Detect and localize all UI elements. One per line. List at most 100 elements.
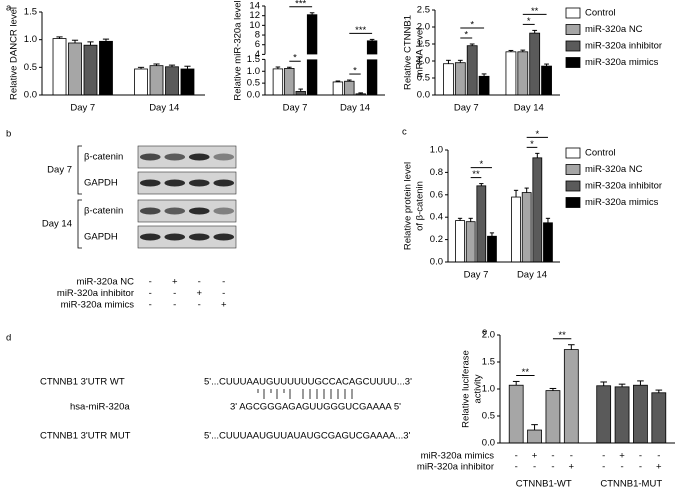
y-tick-label: 1.5: [417, 39, 430, 50]
bar: [596, 385, 612, 444]
significance-label: ***: [295, 0, 306, 9]
significance-label: *: [530, 139, 534, 150]
y-tick-label: 0.5: [24, 62, 37, 73]
bar: [529, 32, 541, 96]
y-tick-label: 0.0: [430, 257, 443, 268]
significance-label: *: [479, 159, 483, 170]
x-tick-label: Day 14: [149, 103, 179, 114]
treatment-sign: -: [602, 451, 605, 462]
y-tick-label: 1.0: [247, 66, 260, 77]
bar: [68, 42, 82, 96]
x-tick-label: Day 7: [283, 103, 308, 114]
significance-label: *: [470, 20, 474, 31]
treatment-sign: -: [639, 451, 642, 462]
bar: [651, 392, 667, 444]
blot-band: [213, 179, 235, 187]
bar: [366, 40, 378, 96]
group-label: CTNNB1-MUT: [600, 479, 662, 490]
y-axis-label: Relative protein level: [403, 162, 414, 250]
treatment-label: miR-320a NC: [76, 277, 134, 288]
blot-band: [213, 207, 235, 215]
treatment-sign: -: [173, 288, 176, 299]
bar: [455, 220, 465, 263]
y-tick-label: 0.5: [417, 73, 430, 84]
panel-letter: a: [6, 3, 12, 14]
treatment-sign: +: [656, 462, 662, 473]
day-bracket: [77, 145, 82, 195]
y-tick-label: 0.2: [430, 234, 443, 245]
y-axis-label: Relative miR-320a level: [233, 0, 244, 100]
bar: [465, 221, 476, 263]
legend-label: miR-320a inhibitor: [585, 181, 662, 192]
blot-strip: [137, 171, 237, 195]
y-tick-label: 0.0: [24, 90, 37, 101]
treatment-sign: -: [149, 288, 152, 299]
bar: [284, 68, 295, 96]
y-tick-label: 0.5: [247, 78, 260, 89]
y-tick-label: 0.6: [430, 189, 443, 200]
legend-swatch: [565, 24, 581, 35]
treatment-label: miR-320a mimics: [421, 451, 495, 462]
y-tick-label: 0.0: [482, 438, 495, 449]
sequence-label: CTNNB1 3'UTR MUT: [40, 431, 131, 442]
treatment-sign: -: [149, 277, 152, 288]
sequence-label: hsa-miR-320a: [70, 402, 130, 413]
bar: [180, 68, 195, 96]
bar: [83, 44, 98, 96]
blot-band: [139, 207, 161, 215]
treatment-sign: -: [570, 451, 573, 462]
blot-band: [164, 207, 186, 215]
legend-swatch: [565, 147, 581, 159]
band-label: β-catenin: [84, 206, 123, 217]
treatment-sign: +: [569, 462, 575, 473]
blot-band: [164, 233, 186, 241]
treatment-sign: -: [639, 462, 642, 473]
significance-label: *: [464, 30, 468, 41]
y-tick-label: 1.0: [430, 145, 443, 156]
y-axis-label: Relative CTNNB1: [403, 15, 414, 90]
treatment-sign: -: [149, 300, 152, 311]
bar: [272, 68, 284, 96]
treatment-label: miR-320a inhibitor: [417, 462, 494, 473]
y-tick-label: 0.5: [482, 411, 495, 422]
y-tick-label: 10: [249, 20, 260, 31]
bar: [99, 40, 113, 96]
bar: [295, 91, 306, 96]
legend-label: Control: [585, 8, 616, 19]
bar: [563, 349, 579, 444]
bar: [149, 65, 164, 96]
y-tick-label: 1.0: [24, 34, 37, 45]
treatment-sign: -: [515, 462, 518, 473]
significance-label: *: [535, 129, 539, 140]
treatment-sign: +: [619, 451, 625, 462]
y-tick-label: 12: [249, 10, 260, 21]
blot-band: [188, 207, 210, 215]
day-label: Day 7: [47, 165, 72, 176]
y-tick-label: 2.0: [482, 330, 495, 341]
bar: [527, 429, 542, 444]
blot-strip: [137, 145, 237, 169]
x-tick-label: Day 7: [454, 103, 479, 114]
y-axis-label: activity: [473, 374, 484, 403]
bar: [476, 185, 487, 263]
treatment-sign: -: [198, 277, 201, 288]
bar: [511, 196, 521, 263]
sequence-label: CTNNB1 3'UTR WT: [40, 377, 125, 388]
legend-swatch: [565, 180, 581, 192]
treatment-label: miR-320a mimics: [61, 300, 135, 311]
blot-band: [188, 179, 210, 187]
significance-label: *: [293, 53, 297, 64]
sequence-text: 5'...CUUUAAUGUUAUAUGCGAGUCGAAAA...3': [204, 431, 411, 442]
y-tick-label: 0.8: [430, 167, 443, 178]
y-tick-label: 2.5: [417, 5, 430, 16]
y-tick-label: 1.0: [417, 56, 430, 67]
bar: [508, 384, 524, 444]
group-label: CTNNB1-WT: [516, 479, 572, 490]
y-tick-label: 1.0: [482, 384, 495, 395]
pairing-lines: [257, 389, 353, 399]
bar: [443, 63, 454, 96]
significance-label: **: [558, 330, 566, 341]
treatment-sign: -: [533, 462, 536, 473]
